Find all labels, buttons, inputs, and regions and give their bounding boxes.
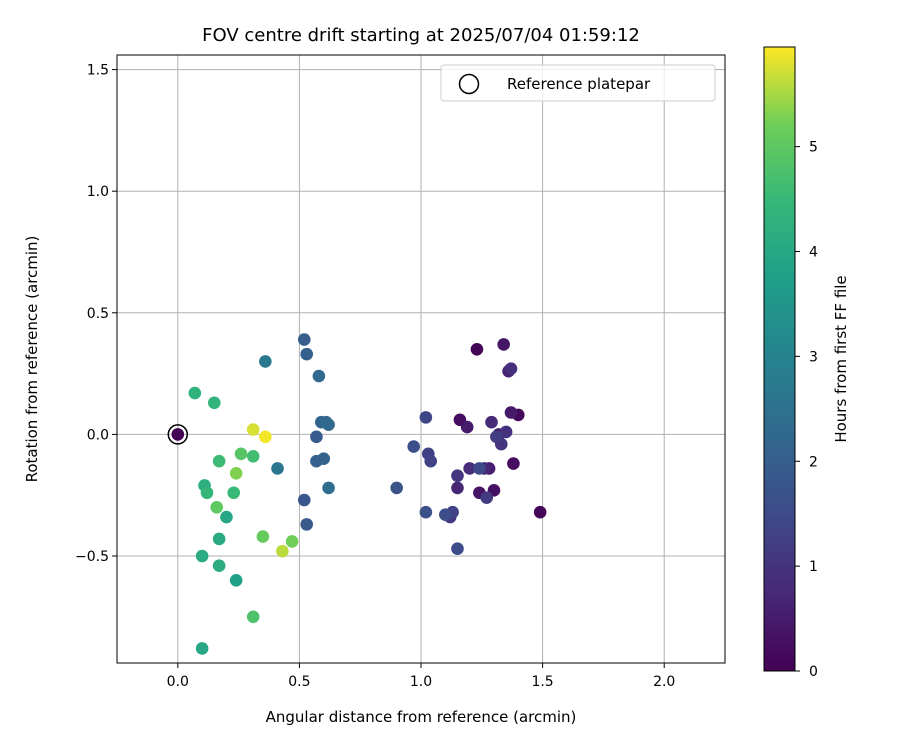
data-point [229,467,243,480]
data-point [390,481,403,495]
grid [117,55,725,663]
data-point [419,505,433,519]
data-point [419,411,433,424]
y-tick-label: 0.0 [87,427,109,443]
colorbar-ticks: 0 1 2 3 4 5 [795,140,818,680]
colorbar-tick-label: 3 [809,349,818,365]
y-axis-label: Rotation from reference (arcmin) [23,236,41,483]
data-point [285,535,299,548]
chart-title: FOV centre drift starting at 2025/07/04 … [202,25,640,46]
data-point [259,355,272,368]
data-point [470,342,484,356]
data-point [322,418,335,431]
x-tick-label: 2.0 [653,674,675,690]
colorbar-tick-label: 2 [809,454,818,470]
colorbar-tick-label: 4 [809,245,818,261]
x-axis-ticks: 0.0 0.5 1.0 1.5 2.0 [167,663,675,690]
data-point [310,430,323,444]
data-point [246,423,260,436]
data-point [271,462,284,475]
reference-point [171,428,185,441]
data-point [200,486,214,500]
data-point [504,362,518,376]
data-point [451,469,464,483]
x-tick-label: 1.0 [410,674,432,690]
data-point [499,425,513,439]
x-tick-label: 1.5 [531,674,553,690]
colorbar-label: Hours from first FF file [832,275,850,442]
data-point [297,333,311,346]
data-point [507,457,520,470]
y-tick-label: 1.5 [87,63,109,79]
data-point [212,454,226,468]
data-point [463,462,476,475]
data-point [485,415,498,429]
data-point [300,518,313,531]
reference-ring [167,424,189,445]
legend-box [440,64,716,102]
legend: Reference platepar [440,64,716,102]
data-point [533,505,547,519]
data-point [504,406,518,419]
data-point [210,501,224,514]
data-point [227,486,241,500]
data-point [460,420,474,434]
data-point [234,447,248,461]
data-point [424,454,438,468]
data-point [220,510,233,524]
legend-entry-reference: Reference platepar [507,75,651,93]
data-point [212,532,226,546]
data-point [439,508,452,521]
data-point [259,430,272,444]
x-axis-label: Angular distance from reference (arcmin) [266,708,577,726]
data-point [229,574,243,587]
data-point [195,549,209,563]
colorbar-tick-label: 5 [809,140,818,156]
data-point [246,610,260,624]
data-points [188,333,547,655]
data-point [188,386,202,400]
x-tick-label: 0.0 [167,674,189,690]
data-point [276,544,289,558]
colorbar: 0 1 2 3 4 5 Hours from first FF file [763,46,850,680]
data-point [451,542,464,555]
y-tick-label: −0.5 [75,549,109,565]
colorbar-gradient [764,47,795,671]
data-point [490,430,503,444]
data-point [312,369,326,383]
legend-reference-marker [458,73,480,95]
data-point [473,462,486,475]
colorbar-tick-label: 0 [809,664,818,680]
data-point [480,491,493,504]
data-point [451,481,464,495]
reference-marker [167,424,189,445]
data-point [246,449,260,463]
data-point [256,530,270,543]
data-point [195,642,209,655]
colorbar-frame [763,46,796,672]
colorbar-tick-label: 1 [809,559,818,575]
data-point [207,396,221,410]
data-point [297,493,311,507]
x-tick-label: 0.5 [288,674,310,690]
y-tick-label: 0.5 [87,306,109,322]
y-axis-ticks: −0.5 0.0 0.5 1.0 1.5 [75,63,117,565]
y-tick-label: 1.0 [87,184,109,200]
data-point [300,347,313,361]
data-point [322,481,335,495]
data-point [497,338,510,351]
data-point [212,559,226,573]
data-point [407,440,421,453]
data-point [317,452,331,466]
